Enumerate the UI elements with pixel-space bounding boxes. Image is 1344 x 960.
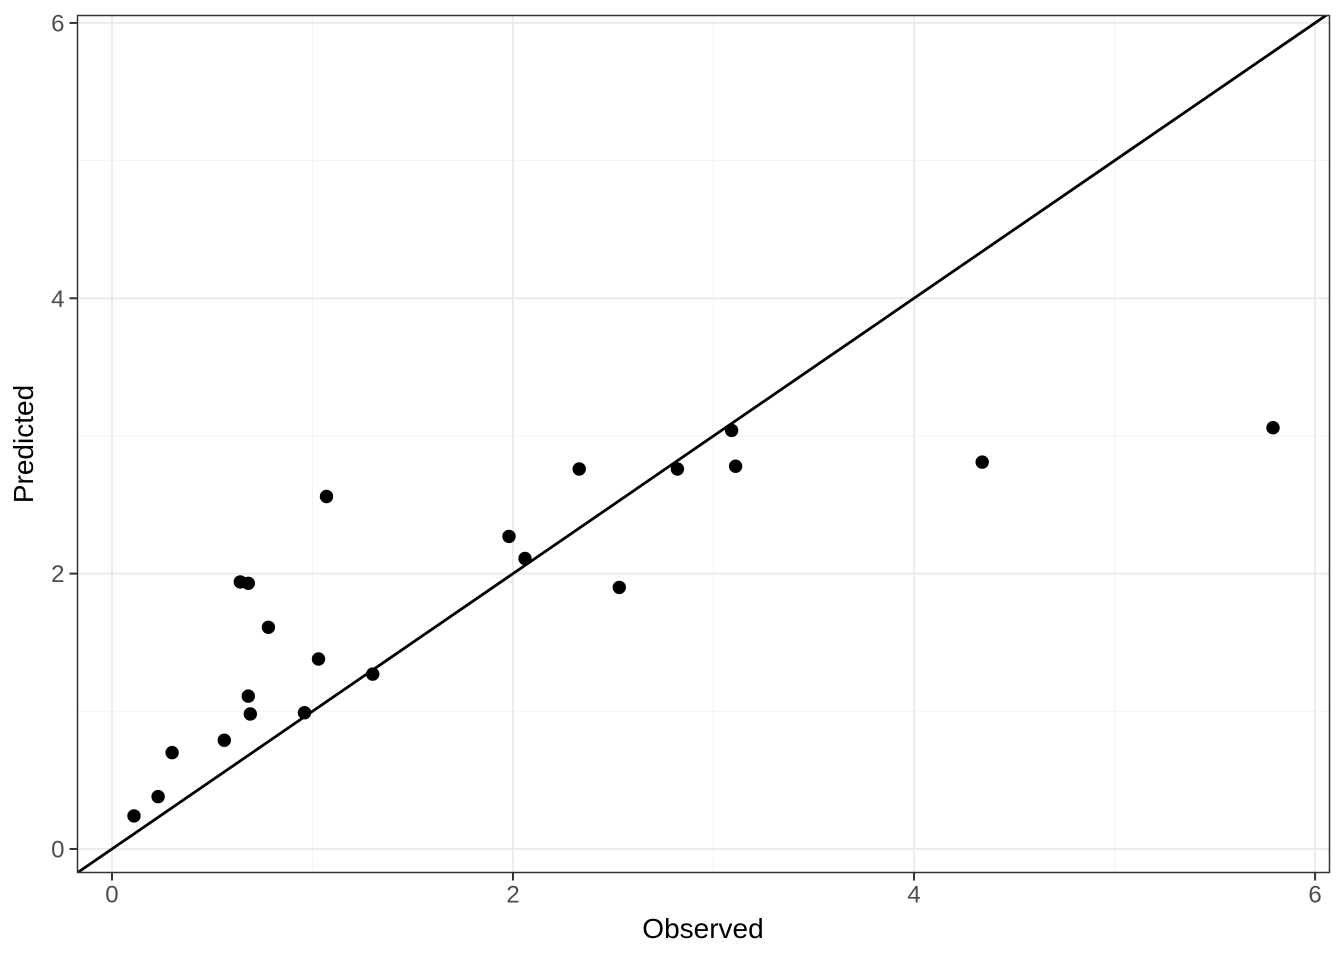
- data-point: [612, 580, 626, 595]
- data-point: [366, 667, 380, 681]
- data-point: [217, 733, 231, 747]
- x-tick-label: 4: [907, 882, 920, 909]
- x-tick-label: 2: [506, 882, 519, 909]
- y-tick-label: 6: [51, 10, 64, 37]
- data-point: [261, 620, 276, 634]
- minor-gridlines: [77, 15, 1330, 873]
- data-point: [243, 707, 257, 721]
- data-point: [319, 489, 334, 504]
- data-point: [297, 706, 312, 720]
- y-axis-title: Predicted: [8, 385, 39, 503]
- y-tick-label: 0: [51, 836, 64, 863]
- data-point: [241, 689, 255, 703]
- x-axis-title: Observed: [642, 913, 763, 944]
- panel-border: [76, 14, 1331, 874]
- data-point: [311, 652, 326, 666]
- axis-tick-labels: 0 2 4 6 0 2 4 6: [51, 10, 1322, 908]
- data-point: [127, 809, 141, 823]
- data-point: [502, 529, 516, 544]
- data-point: [165, 745, 179, 760]
- data-points-layer: [127, 421, 1280, 823]
- x-tick-label: 6: [1308, 882, 1321, 909]
- data-point: [1266, 421, 1280, 435]
- data-point: [518, 551, 532, 566]
- x-tick-label: 0: [105, 882, 118, 909]
- data-point: [572, 462, 586, 476]
- data-point: [728, 459, 743, 473]
- data-point: [724, 423, 739, 438]
- data-point: [241, 576, 255, 590]
- axis-tick-marks: [69, 21, 1317, 881]
- y-tick-label: 4: [51, 286, 64, 313]
- data-point: [151, 789, 165, 804]
- major-gridlines: [77, 15, 1330, 873]
- data-point: [670, 462, 685, 476]
- y-tick-label: 2: [51, 561, 64, 588]
- data-point: [975, 455, 989, 469]
